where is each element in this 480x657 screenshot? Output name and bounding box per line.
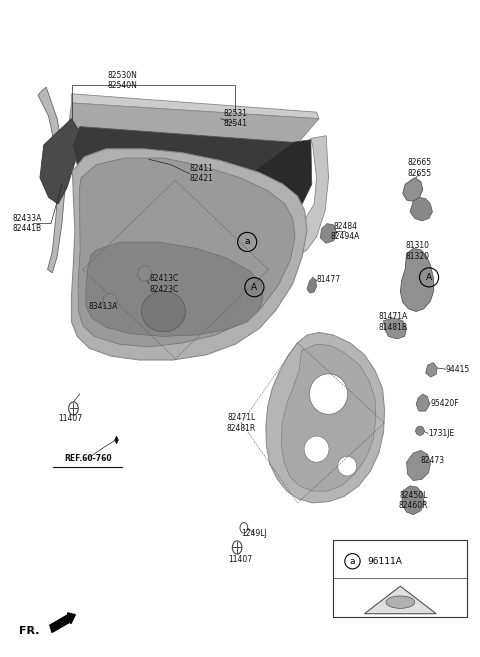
Polygon shape [72,149,307,360]
Text: 82531
82541: 82531 82541 [223,109,247,128]
FancyArrow shape [50,613,75,633]
Polygon shape [416,394,430,411]
FancyBboxPatch shape [333,539,468,617]
Text: 95420F: 95420F [431,399,459,408]
Polygon shape [283,136,328,258]
Text: 83413A: 83413A [89,302,118,311]
Text: 82530N
82540N: 82530N 82540N [108,71,138,91]
Circle shape [69,402,78,415]
Ellipse shape [304,436,329,463]
Polygon shape [281,344,376,491]
Polygon shape [235,140,312,212]
Text: 82433A
82441B: 82433A 82441B [12,214,42,233]
Circle shape [240,522,248,533]
Text: 1249LJ: 1249LJ [241,528,267,537]
Text: 1731JE: 1731JE [428,429,455,438]
Ellipse shape [310,374,348,415]
Text: a: a [350,556,355,566]
Polygon shape [403,177,423,201]
Text: 11407: 11407 [58,415,82,424]
Text: 82450L
82460R: 82450L 82460R [398,491,428,510]
Polygon shape [384,318,407,339]
Polygon shape [321,223,336,243]
Text: 82665
82655: 82665 82655 [408,158,432,177]
Ellipse shape [416,426,424,436]
Polygon shape [78,158,295,347]
Polygon shape [72,127,293,184]
Polygon shape [307,277,317,293]
Text: 11407: 11407 [228,555,252,564]
Text: 81471A
81481B: 81471A 81481B [379,312,408,332]
Polygon shape [266,332,384,503]
Ellipse shape [142,291,185,332]
Text: 96111A: 96111A [368,556,403,566]
Polygon shape [115,436,119,444]
Text: 81310
81320: 81310 81320 [405,241,429,261]
Text: 94415: 94415 [446,365,470,374]
Polygon shape [402,486,424,514]
Text: 81477: 81477 [317,275,341,284]
Polygon shape [103,293,118,309]
Text: A: A [426,273,432,282]
Polygon shape [364,586,436,614]
Polygon shape [86,242,263,336]
Polygon shape [407,451,431,481]
Ellipse shape [337,457,357,476]
Polygon shape [68,103,319,144]
Text: REF.60-760: REF.60-760 [64,454,112,463]
Polygon shape [38,87,65,273]
Text: A: A [252,283,257,292]
Polygon shape [138,265,152,281]
Polygon shape [72,94,319,119]
Polygon shape [40,119,80,204]
Polygon shape [410,197,432,221]
Text: 82484
82494A: 82484 82494A [331,222,360,241]
Text: 82411
82421: 82411 82421 [190,164,214,183]
Circle shape [232,541,242,554]
Text: FR.: FR. [19,626,40,637]
Polygon shape [400,248,434,311]
Polygon shape [426,363,437,377]
Text: 82473: 82473 [421,457,445,465]
Text: a: a [244,237,250,246]
Text: 82413C
82423C: 82413C 82423C [149,274,178,294]
Ellipse shape [386,596,415,608]
Text: 82471L
82481R: 82471L 82481R [227,413,256,432]
